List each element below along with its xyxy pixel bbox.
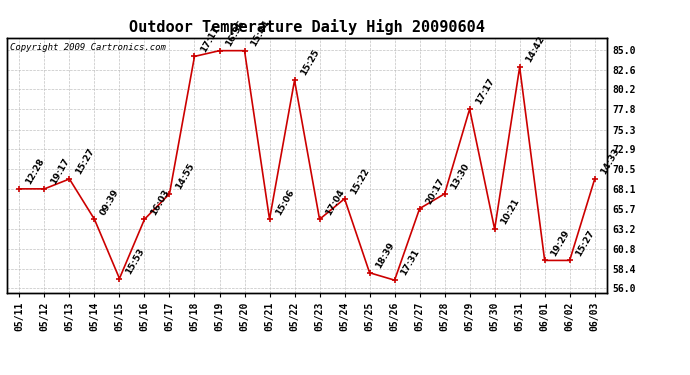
Text: 15:53: 15:53 [124,246,146,276]
Text: 15:25: 15:25 [299,48,321,78]
Text: 13:30: 13:30 [448,162,471,191]
Text: 14:55: 14:55 [174,162,196,191]
Text: 15:27: 15:27 [74,147,96,176]
Text: 17:04: 17:04 [324,187,346,216]
Text: 19:29: 19:29 [549,228,571,258]
Text: 20:17: 20:17 [424,177,446,206]
Text: 09:39: 09:39 [99,187,121,216]
Text: 17:17: 17:17 [474,77,496,106]
Text: 10:21: 10:21 [499,197,521,226]
Text: 15:22: 15:22 [348,166,371,196]
Text: 14:42: 14:42 [524,35,546,64]
Text: 14:33: 14:33 [599,147,621,176]
Text: 16:03: 16:03 [148,188,170,216]
Text: 17:17: 17:17 [199,24,221,54]
Text: 15:27: 15:27 [574,228,596,258]
Text: 18:39: 18:39 [374,241,396,270]
Text: 16:36: 16:36 [224,19,246,48]
Text: 15:44: 15:44 [248,18,271,48]
Text: 15:06: 15:06 [274,188,296,216]
Title: Outdoor Temperature Daily High 20090604: Outdoor Temperature Daily High 20090604 [129,19,485,35]
Text: 12:28: 12:28 [23,157,46,186]
Text: Copyright 2009 Cartronics.com: Copyright 2009 Cartronics.com [10,43,166,52]
Text: 19:17: 19:17 [48,157,71,186]
Text: 17:31: 17:31 [399,248,421,278]
